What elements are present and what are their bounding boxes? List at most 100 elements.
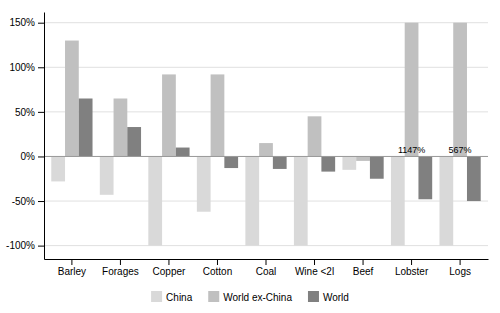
x-tick-label: Copper [153,266,186,277]
x-tick-label: Coal [256,266,277,277]
annotations: 1147% 567% [398,145,472,155]
grid-line [44,67,488,68]
tick-mark [120,259,121,265]
bar [51,156,65,181]
x-tick: Logs [449,259,471,277]
legend-swatch [208,291,219,302]
axis-line [44,13,45,260]
bar [65,41,79,157]
x-tick: Cotton [203,259,232,277]
tick-mark [314,259,315,265]
bar [114,98,128,156]
bar [308,116,322,156]
y-tick: -50% [12,196,44,207]
x-tick: Barley [58,259,86,277]
x-tick: Lobster [395,259,429,277]
bar [211,74,225,156]
bar [321,156,335,171]
bar [100,156,114,194]
x-tick-label: Beef [353,266,374,277]
zero-line [44,156,488,157]
x-tick-label: Barley [58,266,86,277]
legend-label: China [166,292,193,303]
legend: China World ex-China World [151,291,349,303]
bar [259,143,273,156]
tick-mark [38,156,44,157]
bar-series [79,98,481,201]
tick-mark [168,259,169,265]
x-tick-label: Forages [102,266,139,277]
bar [467,156,481,201]
bar [342,156,356,169]
grid-line [44,201,488,202]
legend-swatch [151,291,162,302]
y-tick-label: 100% [9,62,35,73]
legend-item: China [151,291,193,303]
grid-line [44,245,488,246]
x-tick: Wine <2l [295,259,334,277]
annotation: 1147% [398,145,425,155]
bar [224,156,238,168]
annotation: 567% [449,145,472,155]
bar [127,127,141,156]
x-tick: Beef [353,259,374,277]
y-tick-label: 150% [9,17,35,28]
bar [197,156,211,211]
x-tick-label: Cotton [203,266,232,277]
tick-mark [38,112,44,113]
y-tick: 0% [21,151,44,162]
bar [79,98,93,156]
tick-mark [411,259,412,265]
x-tick-label: Lobster [395,266,429,277]
x-tick-label: Wine <2l [295,266,334,277]
bar [148,156,162,245]
bar [391,156,405,245]
grid-line [44,111,488,112]
tick-mark [460,259,461,265]
y-tick: 100% [9,62,44,73]
x-axis: Barley Forages Copper Cotton Coal Wine <2l Bee… [45,259,489,277]
x-tick-label: Logs [449,266,471,277]
tick-mark [363,259,364,265]
bar-series [51,156,453,245]
bar [370,156,384,178]
grid [44,23,488,246]
legend-label: World ex-China [223,292,292,303]
bar-series [65,23,467,161]
bar [418,156,432,199]
y-tick: 50% [15,107,44,118]
y-axis: -100% -50% 0% 50% 100% 150% [6,13,44,260]
bar [273,156,287,168]
bar [356,156,370,160]
y-tick-label: -50% [12,196,35,207]
tick-mark [38,23,44,24]
chart: -100% -50% 0% 50% 100% 150% Barley Forages Coppe… [0,0,500,313]
plot: -100% -50% 0% 50% 100% 150% Barley Forages Coppe… [6,13,488,278]
grid-line [44,22,488,23]
bar [439,156,453,245]
bar [245,156,259,245]
x-tick: Copper [153,259,186,277]
bars [51,23,480,246]
tick-mark [38,67,44,68]
y-tick-label: 50% [15,107,35,118]
bar [176,148,190,157]
tick-mark [266,259,267,265]
x-tick: Forages [102,259,139,277]
tick-mark [38,201,44,202]
tick-mark [217,259,218,265]
x-tick: Coal [256,259,277,277]
grid-line [44,156,488,157]
y-tick: -100% [6,240,44,251]
legend-label: World [323,292,349,303]
bar [294,156,308,245]
y-tick-label: 0% [21,151,36,162]
tick-mark [38,246,44,247]
y-tick: 150% [9,17,44,28]
y-tick-label: -100% [6,240,35,251]
legend-item: World [308,291,349,303]
bar [162,74,176,156]
bar [405,23,419,157]
bar [453,23,467,157]
legend-swatch [308,291,319,302]
